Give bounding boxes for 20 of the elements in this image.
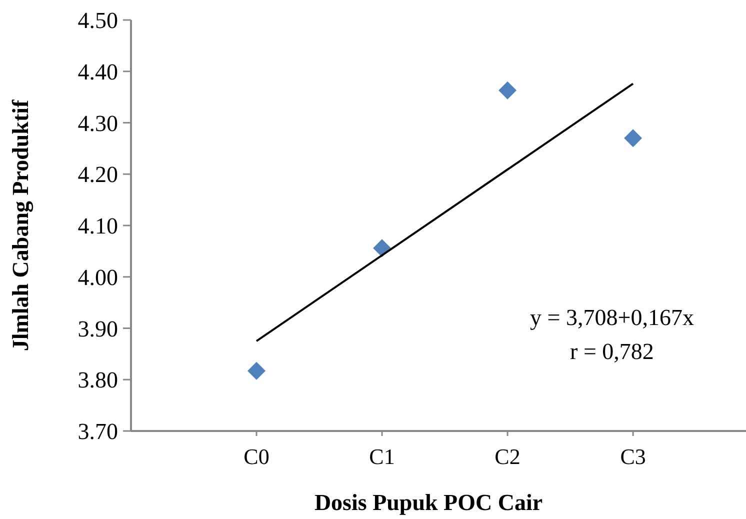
x-tick-label: C0 xyxy=(244,444,270,469)
point xyxy=(498,81,517,100)
x-tick-label: C2 xyxy=(494,444,520,469)
x-tick-label: C1 xyxy=(369,444,395,469)
y-tick-label: 4.50 xyxy=(78,8,118,34)
y-tick-label: 4.20 xyxy=(78,162,118,188)
x-tick-label: C3 xyxy=(620,444,646,469)
y-tick-label: 4.00 xyxy=(78,264,118,290)
annotation: y = 3,708+0,167x xyxy=(530,305,694,330)
point xyxy=(248,362,266,380)
y-tick-label: 3.90 xyxy=(78,316,118,342)
y-tick-label: 4.40 xyxy=(78,59,118,84)
y-axis-title: Jlmlah Cabang Produktif xyxy=(8,99,34,352)
annotation: r = 0,782 xyxy=(570,339,654,364)
point xyxy=(624,129,642,148)
y-tick-label: 3.80 xyxy=(78,368,118,393)
y-tick-label: 4.10 xyxy=(78,214,118,239)
x-axis-title: Dosis Pupuk POC Cair xyxy=(314,490,543,515)
y-tick-label: 4.30 xyxy=(78,110,118,136)
y-tick-label: 3.70 xyxy=(78,419,118,444)
